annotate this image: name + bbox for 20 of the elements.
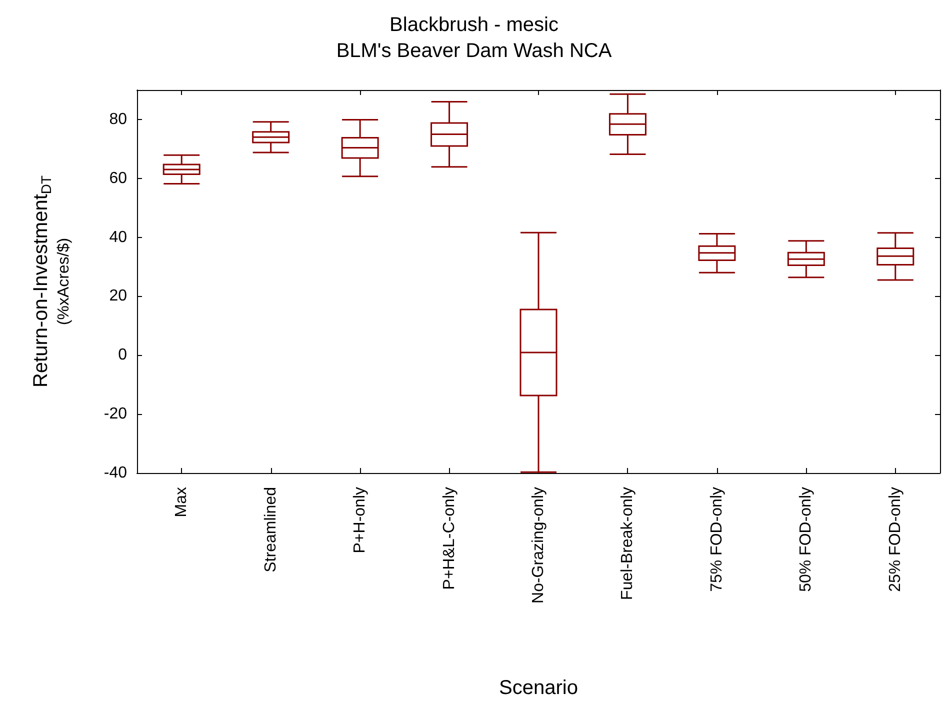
y-tick-label: -40: [104, 464, 128, 482]
x-tick-label: P+H&L-C-only: [440, 487, 458, 590]
y-tick-label: 0: [118, 346, 128, 364]
y-tick-label: -20: [104, 406, 128, 423]
x-tick-label: No-Grazing-only: [530, 487, 547, 604]
x-tick-label: Fuel-Break-only: [619, 487, 636, 600]
x-tick-label: P+H-only: [352, 487, 369, 554]
chart-subtitle: BLM's Beaver Dam Wash NCA: [336, 40, 612, 62]
y-tick-label: 20: [109, 288, 128, 305]
y-tick-label: 60: [109, 170, 128, 187]
text: Return-on-InvestmentDT (%xAcres/$): [30, 175, 72, 388]
x-tick-label: Max: [173, 487, 190, 518]
x-tick-label: 50% FOD-only: [798, 487, 815, 592]
y-tick-label: 40: [109, 228, 128, 246]
x-tick-label: 75% FOD-only: [708, 487, 726, 592]
y-tick-label: 80: [109, 110, 128, 128]
x-axis-title: Scenario: [499, 677, 578, 699]
chart-title: Blackbrush - mesic: [390, 14, 558, 36]
x-tick-label: Streamlined: [262, 487, 280, 572]
x-tick-label: 25% FOD-only: [886, 487, 904, 592]
